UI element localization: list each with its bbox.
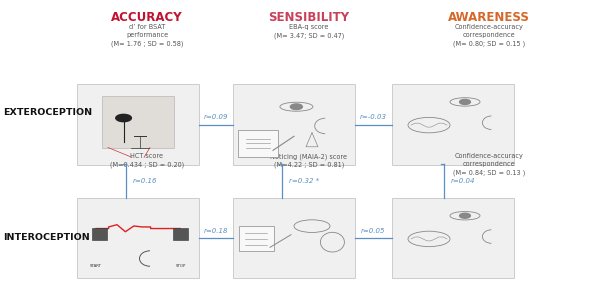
FancyBboxPatch shape xyxy=(392,198,514,278)
Text: SENSIBILITY: SENSIBILITY xyxy=(268,11,350,24)
FancyBboxPatch shape xyxy=(239,226,274,251)
Text: START: START xyxy=(90,264,102,268)
Text: EXTEROCEPTION: EXTEROCEPTION xyxy=(3,108,92,117)
FancyBboxPatch shape xyxy=(233,84,355,165)
Text: ACCURACY: ACCURACY xyxy=(111,11,183,24)
FancyBboxPatch shape xyxy=(92,228,107,240)
Text: r=0.16: r=0.16 xyxy=(133,178,158,184)
FancyBboxPatch shape xyxy=(392,84,514,165)
FancyBboxPatch shape xyxy=(173,228,188,240)
Text: INTEROCEPTION: INTEROCEPTION xyxy=(3,233,90,242)
Text: AWARENESS: AWARENESS xyxy=(448,11,530,24)
Text: Confidence-accuracy
correspondence
(M= 0.84; SD = 0.13 ): Confidence-accuracy correspondence (M= 0… xyxy=(453,153,525,176)
Text: d’ for BSAT
performance
(M= 1.76 ; SD = 0.58): d’ for BSAT performance (M= 1.76 ; SD = … xyxy=(111,24,183,47)
FancyBboxPatch shape xyxy=(238,130,278,157)
FancyBboxPatch shape xyxy=(102,96,174,148)
Circle shape xyxy=(460,99,470,105)
Text: HCT score
(M=0.434 ; SD = 0.20): HCT score (M=0.434 ; SD = 0.20) xyxy=(110,153,184,168)
FancyBboxPatch shape xyxy=(233,198,355,278)
Circle shape xyxy=(116,114,131,122)
Circle shape xyxy=(290,104,302,110)
Text: STOP: STOP xyxy=(176,264,186,268)
Text: r=-0.03: r=-0.03 xyxy=(360,114,387,120)
Text: Confidence-accuracy
correspondence
(M= 0.80; SD = 0.15 ): Confidence-accuracy correspondence (M= 0… xyxy=(453,24,525,47)
FancyBboxPatch shape xyxy=(77,84,199,165)
Circle shape xyxy=(460,213,470,218)
Text: Noticing (MAIA-2) score
(M=4.22 ; SD = 0.81): Noticing (MAIA-2) score (M=4.22 ; SD = 0… xyxy=(271,153,347,168)
Text: r=0.05: r=0.05 xyxy=(361,228,385,234)
Text: r=0.04: r=0.04 xyxy=(451,178,476,184)
Text: r=0.18: r=0.18 xyxy=(204,228,228,234)
FancyBboxPatch shape xyxy=(77,198,199,278)
Text: EBA-q score
(M= 3.47; SD = 0.47): EBA-q score (M= 3.47; SD = 0.47) xyxy=(274,24,344,38)
Text: r=0.09: r=0.09 xyxy=(204,114,228,120)
Text: r=0.32 *: r=0.32 * xyxy=(289,178,319,184)
